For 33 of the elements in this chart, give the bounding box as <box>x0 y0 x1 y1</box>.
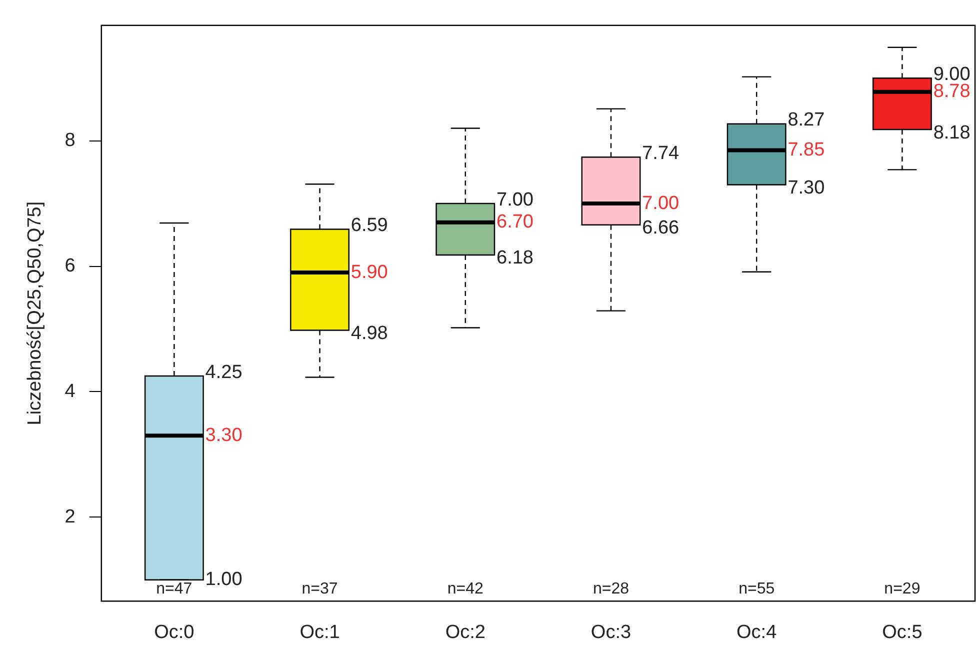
annotation: 8.27 <box>788 110 825 131</box>
x-tick-label: Oc:5 <box>882 622 922 643</box>
annotation: 6.59 <box>350 214 388 236</box>
y-axis-title: Liczebność[Q25,Q50,Q75] <box>24 201 46 426</box>
annotation: 6.18 <box>496 248 534 269</box>
annotation: 3.30 <box>205 424 242 446</box>
y-tick-label: 6 <box>64 255 76 276</box>
annotation: 7.74 <box>642 142 680 164</box>
x-tick-label: Oc:4 <box>736 622 778 643</box>
annotation: 7.00 <box>496 189 534 210</box>
x-tick-label: Oc:1 <box>300 622 340 643</box>
annotation: 5.90 <box>350 262 388 283</box>
annotation: n=47 <box>156 580 192 598</box>
annotation: 6.70 <box>496 212 534 233</box>
x-tick-label: Oc:3 <box>590 622 632 643</box>
annotation: 7.30 <box>788 177 825 198</box>
annotation: 7.00 <box>642 192 680 214</box>
annotation: n=29 <box>884 580 920 598</box>
annotation: n=55 <box>738 580 775 598</box>
annotation: n=28 <box>592 580 630 598</box>
annotation: 8.18 <box>933 122 970 144</box>
y-tick-label: 2 <box>64 506 76 528</box>
y-tick-label: 8 <box>64 130 76 152</box>
annotation: 4.98 <box>350 322 388 344</box>
annotation: n=37 <box>302 580 338 598</box>
annotation: 4.25 <box>205 362 242 383</box>
x-tick-label: Oc:2 <box>445 622 486 643</box>
x-tick-label: Oc:0 <box>154 622 194 643</box>
annotation: 1.00 <box>205 569 242 590</box>
annotation: 7.85 <box>788 139 825 160</box>
annotation: 6.66 <box>642 218 680 239</box>
y-tick-label: 4 <box>64 380 76 402</box>
annotation: n=42 <box>447 580 484 598</box>
